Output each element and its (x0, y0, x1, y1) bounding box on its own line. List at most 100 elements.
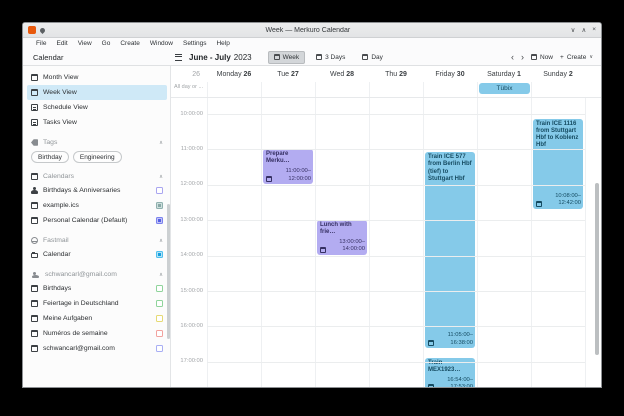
calendar-item-calendar[interactable]: Calendar (27, 247, 167, 262)
allday-cell[interactable] (261, 82, 315, 97)
event-time-row: 16:54:00– 17:53:00 (428, 377, 473, 387)
day-number: 26 (243, 70, 252, 78)
calendar-checkbox[interactable] (156, 187, 163, 194)
week-view: 26 Monday 26 Tue 27 Wed 28 Thu 29 Friday 30 S… (171, 66, 601, 387)
create-button[interactable]: + Create ∨ (560, 54, 593, 61)
allday-cell[interactable] (207, 82, 261, 97)
event-title: Train ICE 1116 from Stuttgart Hbf to Kob… (536, 120, 579, 148)
calendar-item-birthdays-anniversaries[interactable]: Birthdays & Anniversaries (27, 183, 167, 198)
collapse-icon[interactable]: ∧ (158, 237, 163, 244)
calendar-checkbox[interactable] (156, 315, 163, 322)
menu-view[interactable]: View (77, 40, 92, 47)
day-column-thu[interactable] (369, 98, 423, 387)
sidebar-scrollbar[interactable] (167, 204, 170, 339)
day-header-friday[interactable]: Friday 30 (423, 71, 477, 78)
event-prepare-merku[interactable]: Prepare Merku… 11:00:00– 12:00:00 (263, 149, 313, 184)
view-button-week[interactable]: Week (267, 50, 306, 64)
day-name: Wed (329, 70, 347, 78)
maximize-button[interactable]: ∧ (581, 27, 587, 34)
calendar-item-birthdays[interactable]: Birthdays (27, 281, 167, 296)
allday-cell[interactable] (531, 82, 585, 97)
sidebar-item-month-view[interactable]: Month View (27, 70, 167, 85)
tag-chip-engineering[interactable]: Engineering (72, 151, 122, 163)
allday-cell[interactable] (315, 82, 369, 97)
section-header-tags[interactable]: Tags ∧ (27, 136, 167, 149)
hour-line (207, 255, 585, 257)
calendar-checkbox[interactable] (156, 330, 163, 337)
calendar-item-schwancarl-gmail-com[interactable]: schwancarl@gmail.com (27, 341, 167, 356)
day-column-sunday[interactable]: Train ICE 1116 from Stuttgart Hbf to Kob… (531, 98, 585, 387)
calendar-item-example-ics[interactable]: example.ics (27, 198, 167, 213)
event-lunch-with-frie[interactable]: Lunch with frie… 13:00:00– 14:00:00 (317, 220, 367, 255)
person-icon (32, 271, 39, 278)
sidebar-item-tasks-view[interactable]: Tasks View (27, 115, 167, 130)
day-column-friday[interactable]: Train ICE 577 from Berlin Hbf (tief) to … (423, 98, 477, 387)
close-button[interactable]: × (592, 26, 596, 33)
chevron-down-icon: ∨ (589, 54, 593, 60)
calendar-icon (428, 384, 434, 387)
calendar-scrollbar[interactable] (595, 183, 599, 355)
day-column-monday[interactable] (207, 98, 261, 387)
collapse-icon[interactable]: ∧ (158, 173, 163, 180)
calendar-checkbox[interactable] (156, 251, 163, 258)
next-button[interactable]: › (521, 51, 524, 62)
calendar-checkbox[interactable] (156, 217, 163, 224)
calendar-checkbox[interactable] (156, 300, 163, 307)
section-label: Fastmail (43, 237, 69, 244)
day-header-wed[interactable]: Wed 28 (315, 71, 369, 78)
calendar-checkbox[interactable] (156, 345, 163, 352)
day-column-wed[interactable]: Lunch with frie… 13:00:00– 14:00:00 (315, 98, 369, 387)
calendar-icon (31, 202, 38, 209)
sidebar-item-label: Schedule View (43, 104, 88, 111)
tag-chip-birthday[interactable]: Birthday (31, 151, 69, 163)
menu-create[interactable]: Create (120, 40, 140, 47)
event-train-mex1923[interactable]: Train MEX1923… 16:54:00– 17:53:00 (425, 358, 475, 387)
sidebar-item-week-view[interactable]: Week View (27, 85, 167, 100)
calendar-icon (31, 285, 38, 292)
allday-cell[interactable] (369, 82, 423, 97)
calendar-item-feiertage-in-deutschland[interactable]: Feiertage in Deutschland (27, 296, 167, 311)
day-column-tue[interactable]: Prepare Merku… 11:00:00– 12:00:00 (261, 98, 315, 387)
hamburger-icon[interactable] (175, 53, 182, 61)
menu-go[interactable]: Go (101, 40, 111, 47)
menu-file[interactable]: File (36, 40, 47, 47)
day-column-saturday[interactable] (477, 98, 531, 387)
section-header-calendars[interactable]: Calendars ∧ (27, 170, 167, 183)
titlebar[interactable]: Week — Merkuro Calendar ∨ ∧ × (23, 23, 601, 38)
menu-window[interactable]: Window (149, 40, 173, 47)
day-header-sunday[interactable]: Sunday 2 (531, 71, 585, 78)
time-grid[interactable]: Prepare Merku… 11:00:00– 12:00:00 Lunch wit… (171, 98, 601, 387)
section-header-schwancarl-gmail-com[interactable]: schwancarl@gmail.com ∧ (27, 268, 167, 281)
year-label: 2023 (233, 52, 252, 62)
day-header-monday[interactable]: Monday 26 (207, 71, 261, 78)
previous-button[interactable]: ‹ (511, 51, 514, 62)
allday-event[interactable]: Tübix (479, 83, 530, 94)
day-header-tue[interactable]: Tue 27 (261, 71, 315, 78)
minimize-button[interactable]: ∨ (570, 27, 576, 34)
now-button[interactable]: Now (531, 54, 553, 61)
menu-edit[interactable]: Edit (56, 40, 68, 47)
event-train-ice-1116-from-stuttgart-hbf-to-koblenz-hbf[interactable]: Train ICE 1116 from Stuttgart Hbf to Kob… (533, 118, 583, 209)
section-header-fastmail[interactable]: Fastmail ∧ (27, 234, 167, 247)
view-button-day[interactable]: Day (356, 51, 389, 64)
view-button-3-days[interactable]: 3 Days (310, 51, 351, 64)
menu-help[interactable]: Help (216, 40, 230, 47)
calendar-checkbox[interactable] (156, 202, 163, 209)
day-header-thu[interactable]: Thu 29 (369, 71, 423, 78)
allday-cell[interactable] (423, 82, 477, 97)
event-start: 10:08:00– (555, 193, 581, 200)
event-time: 13:00:00– 14:00:00 (339, 239, 365, 253)
calendar-icon (266, 175, 272, 182)
calendar-checkbox[interactable] (156, 285, 163, 292)
grid-divider (585, 98, 586, 387)
collapse-icon[interactable]: ∧ (158, 139, 163, 146)
calendar-item-personal-calendar-default[interactable]: Personal Calendar (Default) (27, 213, 167, 228)
calendar-item-meine-aufgaben[interactable]: Meine Aufgaben (27, 311, 167, 326)
menu-settings[interactable]: Settings (182, 40, 207, 47)
collapse-icon[interactable]: ∧ (158, 271, 163, 278)
calendar-item-num-ros-de-semaine[interactable]: Numéros de semaine (27, 326, 167, 341)
event-train-ice-577-from-berlin-hbf-tief-to-stuttgart-hbf[interactable]: Train ICE 577 from Berlin Hbf (tief) to … (425, 152, 475, 348)
allday-cell[interactable]: Tübix (477, 82, 531, 97)
day-header-saturday[interactable]: Saturday 1 (477, 71, 531, 78)
sidebar-item-schedule-view[interactable]: Schedule View (27, 100, 167, 115)
